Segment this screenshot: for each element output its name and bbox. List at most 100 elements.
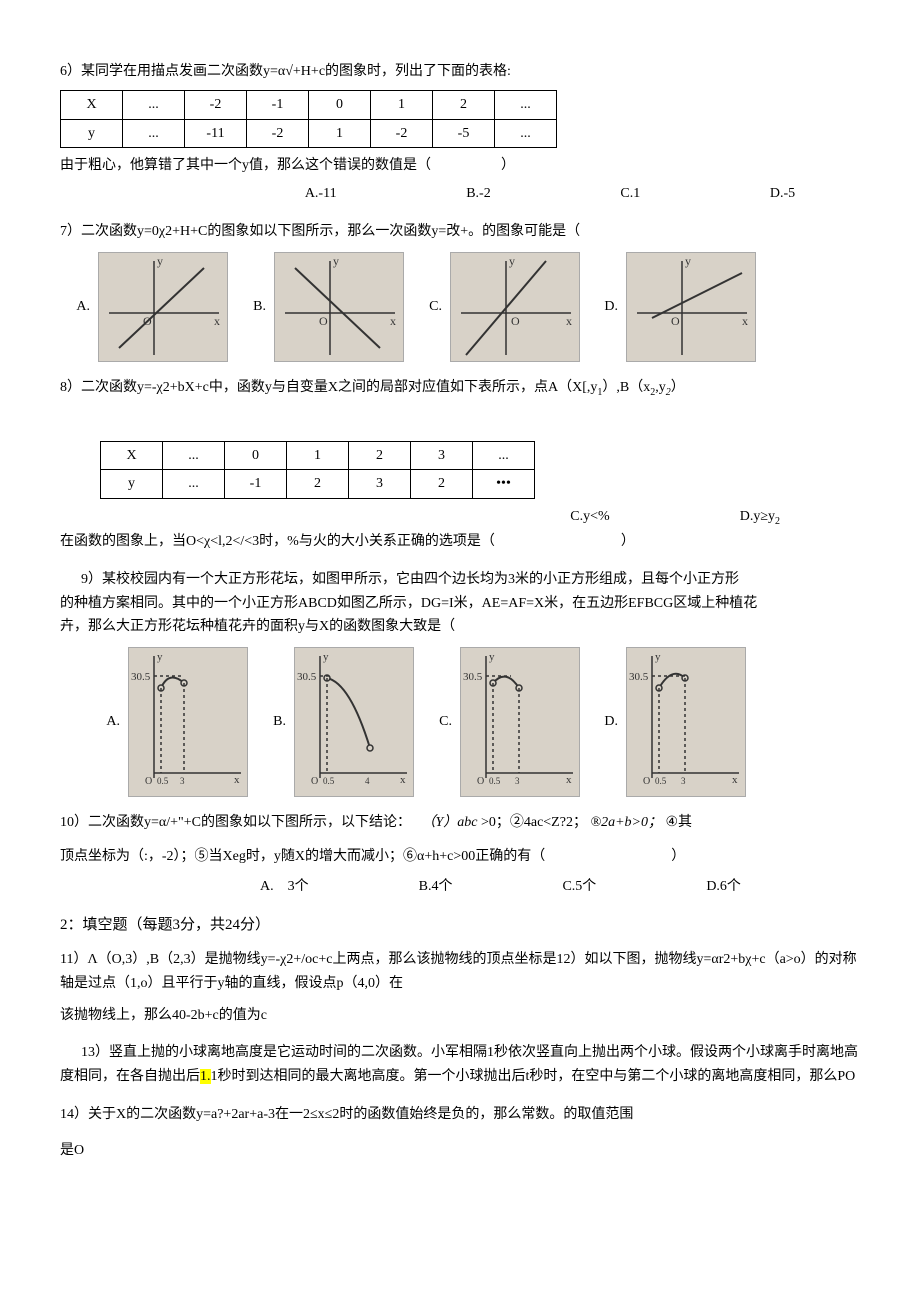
graph-c: y x O bbox=[450, 252, 580, 362]
cell: 1 bbox=[287, 441, 349, 470]
opt-label-b: B. bbox=[236, 295, 266, 319]
q8-right-opts: C.y<% D.y≥y2 bbox=[60, 505, 860, 530]
t: ®2a+b>0； bbox=[590, 815, 662, 830]
svg-text:30.5: 30.5 bbox=[131, 671, 151, 683]
cell: -1 bbox=[225, 470, 287, 499]
cell: 1 bbox=[371, 90, 433, 119]
opt-label-c: C. bbox=[422, 710, 452, 734]
svg-text:y: y bbox=[323, 651, 329, 663]
svg-text:O: O bbox=[311, 776, 318, 787]
q6-table: X ... -2 -1 0 1 2 ... y ... -11 -2 1 -2 … bbox=[60, 90, 557, 149]
cell: ... bbox=[163, 470, 225, 499]
table-row: X ... -2 -1 0 1 2 ... bbox=[61, 90, 557, 119]
cell: ... bbox=[163, 441, 225, 470]
cell: ... bbox=[123, 119, 185, 148]
svg-text:30.5: 30.5 bbox=[463, 671, 483, 683]
q8-text: 8）二次函数y=-χ2+bX+c中，函数y与自变量X之间的局部对应值如下表所示，… bbox=[60, 376, 860, 401]
section-2-title: 2：填空题（每题3分，共24分） bbox=[60, 913, 860, 939]
cell: 2 bbox=[433, 90, 495, 119]
q11-line2: 该抛物线上，那么40-2b+c的值为c bbox=[60, 1004, 860, 1028]
svg-text:x: x bbox=[566, 314, 572, 328]
svg-text:y: y bbox=[655, 651, 661, 663]
svg-text:0.5: 0.5 bbox=[655, 776, 667, 786]
cell: ... bbox=[123, 90, 185, 119]
cell: ... bbox=[495, 119, 557, 148]
q8-tb: ）,B（x bbox=[602, 380, 650, 395]
svg-text:x: x bbox=[214, 314, 220, 328]
question-8: 8）二次函数y=-χ2+bX+c中，函数y与自变量X之间的局部对应值如下表所示，… bbox=[60, 376, 860, 554]
opt-d: D.y≥y2 bbox=[740, 505, 780, 530]
svg-text:3: 3 bbox=[681, 776, 686, 786]
q8-tc: ,y bbox=[655, 380, 666, 395]
graph-b: yxO bbox=[274, 252, 404, 362]
cell: 2 bbox=[287, 470, 349, 499]
cell: X bbox=[61, 90, 123, 119]
svg-text:y: y bbox=[509, 254, 515, 268]
cell: 3 bbox=[349, 470, 411, 499]
opt-c: C.y<% bbox=[570, 505, 609, 530]
graph-d: yxO bbox=[626, 252, 756, 362]
question-14: 14）关于X的二次函数y=a?+2ar+a-3在一2≤x≤2时的函数值始终是负的… bbox=[60, 1103, 860, 1163]
svg-text:y: y bbox=[157, 254, 163, 268]
cell: -11 bbox=[185, 119, 247, 148]
q14-line1: 14）关于X的二次函数y=a?+2ar+a-3在一2≤x≤2时的函数值始终是负的… bbox=[60, 1103, 860, 1127]
svg-text:x: x bbox=[566, 774, 572, 786]
opt-label-d: D. bbox=[588, 710, 618, 734]
svg-text:3: 3 bbox=[180, 776, 185, 786]
t: ④其 bbox=[665, 815, 692, 830]
svg-text:x: x bbox=[742, 314, 748, 328]
t: 1秒时到达相同的最大离地高度。第一个小球抛出后t秒时，在空中与第二个小球的离地高… bbox=[211, 1069, 856, 1084]
graph-a: y x O bbox=[98, 252, 228, 362]
q6-options: A.-11 B.-2 C.1 D.-5 bbox=[60, 182, 860, 206]
opt-c: C.1 bbox=[620, 182, 640, 206]
cell: -2 bbox=[185, 90, 247, 119]
q6-line2: 由于粗心，他算错了其中一个y值，那么这个错误的数值是（ ） bbox=[60, 154, 860, 178]
cell: ... bbox=[495, 90, 557, 119]
q8-table: X ... 0 1 2 3 ... y ... -1 2 3 2 ••• bbox=[100, 441, 535, 500]
q9-image-options: A. 30.5 O0.53 xy B. 30.5 O0.54 xy bbox=[60, 647, 860, 797]
cell: 3 bbox=[411, 441, 473, 470]
svg-text:O: O bbox=[643, 776, 650, 787]
svg-text:x: x bbox=[390, 314, 396, 328]
cell: ••• bbox=[473, 470, 535, 499]
graph-b: 30.5 O0.54 xy bbox=[294, 647, 414, 797]
q14-line2: 是O bbox=[60, 1139, 860, 1163]
q9-p2: 的种植方案相同。其中的一个小正方形ABCD如图乙所示，DG=I米，AE=AF=X… bbox=[60, 592, 860, 616]
svg-text:4: 4 bbox=[365, 776, 370, 786]
svg-text:x: x bbox=[732, 774, 738, 786]
cell: 1 bbox=[309, 119, 371, 148]
svg-text:0.5: 0.5 bbox=[489, 776, 501, 786]
opt-a: A. 3个 bbox=[260, 875, 309, 899]
cell: ... bbox=[473, 441, 535, 470]
cell: 2 bbox=[349, 441, 411, 470]
svg-text:O: O bbox=[671, 314, 680, 328]
question-9: 9）某校校园内有一个大正方形花坛，如图甲所示，它由四个边长均为3米的小正方形组成… bbox=[60, 568, 860, 797]
opt-b: B.4个 bbox=[419, 875, 453, 899]
q8-td: ） bbox=[671, 380, 685, 395]
cell: -2 bbox=[371, 119, 433, 148]
svg-text:O: O bbox=[143, 314, 152, 328]
opt-d: D.6个 bbox=[706, 875, 741, 899]
t: （Y）abc bbox=[421, 815, 477, 830]
opt-label-a: A. bbox=[90, 710, 120, 734]
sub: 2 bbox=[775, 516, 780, 527]
svg-text:O: O bbox=[319, 314, 328, 328]
q8-line2: 在函数的图象上，当O<χ<l,2</<3时，%与火的大小关系正确的选项是（ ） bbox=[60, 530, 860, 554]
q13-text: 13）竖直上抛的小球离地高度是它运动时间的二次函数。小军相隔1秒依次竖直向上抛出… bbox=[60, 1041, 860, 1089]
cell: y bbox=[61, 119, 123, 148]
opt-a: A.-11 bbox=[305, 182, 337, 206]
q6-text: 6）某同学在用描点发画二次函数y=α√+H+c的图象时，列出了下面的表格: bbox=[60, 60, 860, 84]
question-13: 13）竖直上抛的小球离地高度是它运动时间的二次函数。小军相隔1秒依次竖直向上抛出… bbox=[60, 1041, 860, 1089]
t: 10）二次函数y=α/+"+C的图象如以下图所示，以下结论： bbox=[60, 815, 418, 830]
svg-text:O: O bbox=[511, 314, 520, 328]
q8-ta: 8）二次函数y=-χ2+bX+c中，函数y与自变量X之间的局部对应值如下表所示，… bbox=[60, 380, 597, 395]
cell: X bbox=[101, 441, 163, 470]
table-row: y ... -11 -2 1 -2 -5 ... bbox=[61, 119, 557, 148]
graph-a: 30.5 O0.53 xy bbox=[128, 647, 248, 797]
svg-text:x: x bbox=[234, 774, 240, 786]
opt-label-d: D. bbox=[588, 295, 618, 319]
question-6: 6）某同学在用描点发画二次函数y=α√+H+c的图象时，列出了下面的表格: X … bbox=[60, 60, 860, 206]
table-row: X ... 0 1 2 3 ... bbox=[101, 441, 535, 470]
highlight: 1. bbox=[200, 1069, 211, 1084]
graph-d: 30.5 O0.53 xy bbox=[626, 647, 746, 797]
